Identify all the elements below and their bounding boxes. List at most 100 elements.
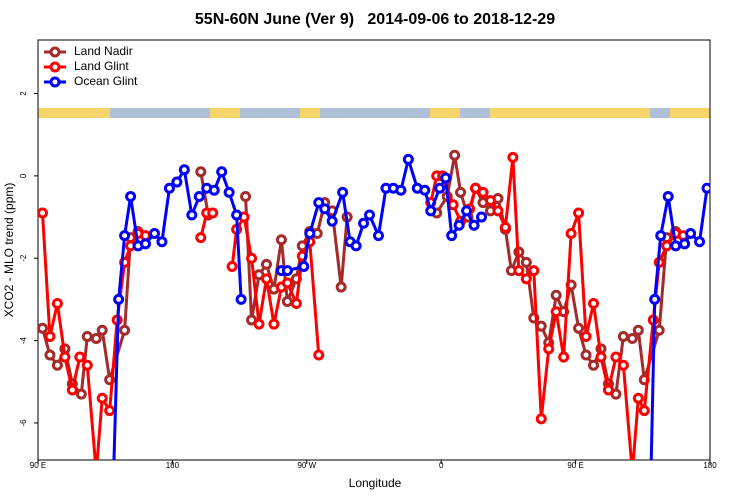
point	[281, 265, 293, 277]
point	[216, 166, 228, 178]
y-tick-label: 0	[19, 173, 28, 178]
point	[51, 359, 63, 371]
x-tick-label: 90 E	[30, 461, 46, 470]
point	[628, 468, 636, 476]
point	[455, 186, 467, 198]
legend-marker	[49, 46, 61, 58]
point	[588, 298, 600, 310]
y-tick-label: -6	[19, 419, 28, 427]
point	[507, 151, 519, 163]
point	[513, 265, 525, 277]
point	[520, 256, 532, 268]
series-line	[41, 155, 677, 399]
point	[492, 205, 504, 217]
x-axis-label: Longitude	[349, 476, 402, 490]
point	[231, 209, 243, 221]
y-axis-label: XCO2 - MLO trend (ppm)	[2, 183, 16, 318]
point	[372, 230, 384, 242]
point	[395, 184, 407, 196]
point	[156, 236, 168, 248]
point	[447, 199, 459, 211]
point	[163, 182, 175, 194]
point	[253, 318, 265, 330]
legend-label: Land Nadir	[74, 44, 133, 58]
point	[119, 324, 131, 336]
x-tick-label: 0	[439, 461, 444, 470]
point	[74, 351, 86, 363]
point	[632, 392, 644, 404]
legend-marker	[49, 76, 61, 88]
point	[290, 298, 302, 310]
y-tick-label: -2	[19, 254, 28, 262]
point	[595, 351, 607, 363]
point	[319, 203, 331, 215]
point	[51, 298, 63, 310]
point	[449, 149, 461, 161]
point	[38, 207, 48, 219]
point	[207, 207, 219, 219]
chart-title: 55N-60N June (Ver 9) 2014-09-06 to 2018-…	[195, 11, 555, 28]
point	[208, 184, 220, 196]
point	[610, 351, 622, 363]
point	[662, 190, 674, 202]
point	[313, 197, 325, 209]
point	[558, 351, 570, 363]
point	[425, 205, 437, 217]
point	[125, 190, 137, 202]
point	[446, 230, 458, 242]
point	[588, 359, 600, 371]
point	[44, 349, 56, 361]
map-ocean	[240, 108, 300, 118]
point	[701, 182, 710, 194]
point	[313, 349, 325, 361]
map-ocean	[320, 108, 430, 118]
point	[468, 219, 480, 231]
point	[453, 219, 465, 231]
point	[113, 293, 125, 305]
point	[694, 236, 706, 248]
point	[186, 209, 198, 221]
point	[402, 153, 414, 165]
point	[90, 333, 102, 345]
point	[535, 413, 547, 425]
point	[96, 324, 108, 336]
point	[434, 182, 446, 194]
point	[335, 281, 347, 293]
series-line	[40, 157, 684, 460]
point	[670, 240, 682, 252]
point	[528, 265, 540, 277]
point	[337, 186, 349, 198]
legend-label: Ocean Glint	[74, 74, 138, 88]
point	[649, 293, 661, 305]
point	[171, 176, 183, 188]
point	[565, 228, 577, 240]
point	[66, 384, 78, 396]
point	[59, 351, 71, 363]
point	[580, 349, 592, 361]
point	[638, 405, 650, 417]
point	[679, 238, 691, 250]
point	[477, 186, 489, 198]
point	[240, 190, 252, 202]
point	[235, 293, 247, 305]
point	[573, 207, 585, 219]
point	[226, 260, 238, 272]
point	[104, 405, 116, 417]
point	[573, 322, 585, 334]
x-tick-label: 180	[703, 461, 717, 470]
point	[81, 330, 93, 342]
point	[461, 205, 473, 217]
point	[632, 324, 644, 336]
point	[685, 228, 697, 240]
point	[223, 186, 235, 198]
point	[602, 384, 614, 396]
point	[246, 252, 258, 264]
point	[119, 230, 131, 242]
map-ocean	[650, 108, 670, 118]
map-strip	[38, 108, 710, 118]
point	[543, 343, 555, 355]
point	[75, 388, 87, 400]
point	[38, 322, 48, 334]
point	[440, 172, 452, 184]
